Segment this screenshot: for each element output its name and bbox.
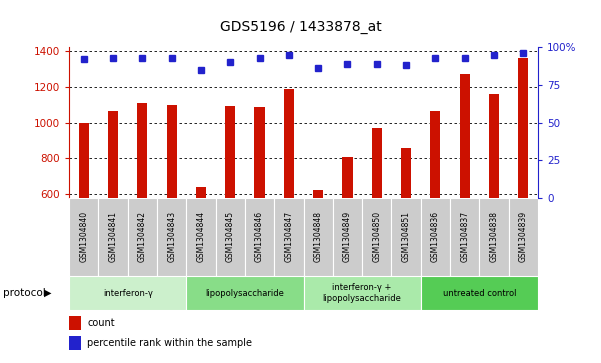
Text: GSM1304844: GSM1304844 [197,211,206,262]
Bar [460,74,470,302]
Bar [137,103,147,302]
Bar [128,198,157,276]
Text: protocol: protocol [3,288,46,298]
Text: GSM1304849: GSM1304849 [343,211,352,262]
Text: untreated control: untreated control [442,289,516,298]
Bar [480,198,508,276]
Bar [225,106,236,302]
Text: GSM1304837: GSM1304837 [460,211,469,262]
Bar [166,105,177,302]
Text: count: count [87,318,115,328]
Bar [69,276,186,310]
Text: GSM1304845: GSM1304845 [226,211,235,262]
Bar [421,198,450,276]
Text: GSM1304850: GSM1304850 [372,211,381,262]
Text: GSM1304841: GSM1304841 [109,211,118,262]
Bar [79,123,89,302]
Text: GSM1304848: GSM1304848 [314,211,323,262]
Bar [313,190,323,302]
Bar [421,276,538,310]
Text: ▶: ▶ [44,288,51,298]
Bar [391,198,421,276]
Text: interferon-γ +
lipopolysaccharide: interferon-γ + lipopolysaccharide [323,284,401,303]
Bar [401,148,411,302]
Text: GSM1304847: GSM1304847 [284,211,293,262]
Bar [284,89,294,302]
Text: GSM1304836: GSM1304836 [431,211,440,262]
Text: percentile rank within the sample: percentile rank within the sample [87,338,252,348]
Bar [216,198,245,276]
Bar [362,198,391,276]
Text: GSM1304840: GSM1304840 [79,211,88,262]
Text: GSM1304851: GSM1304851 [401,211,410,262]
Bar [157,198,186,276]
Bar [489,94,499,302]
Bar [186,276,304,310]
Bar [245,198,274,276]
Bar [254,107,264,302]
Bar [508,198,538,276]
Bar [69,198,99,276]
Text: GSM1304843: GSM1304843 [167,211,176,262]
Bar [99,198,127,276]
Text: GSM1304842: GSM1304842 [138,211,147,262]
Text: lipopolysaccharide: lipopolysaccharide [206,289,284,298]
Bar [69,316,81,330]
Bar [108,111,118,302]
Bar [69,336,81,350]
Bar [430,111,441,302]
Text: GSM1304846: GSM1304846 [255,211,264,262]
Bar [333,198,362,276]
Text: GDS5196 / 1433878_at: GDS5196 / 1433878_at [219,20,382,34]
Bar [274,198,304,276]
Bar [186,198,216,276]
Bar [304,198,333,276]
Text: GSM1304839: GSM1304839 [519,211,528,262]
Bar [371,128,382,302]
Bar [518,58,528,302]
Bar [450,198,480,276]
Text: interferon-γ: interferon-γ [103,289,153,298]
Bar [343,157,353,302]
Bar [304,276,421,310]
Bar [196,187,206,302]
Text: GSM1304838: GSM1304838 [489,211,498,262]
